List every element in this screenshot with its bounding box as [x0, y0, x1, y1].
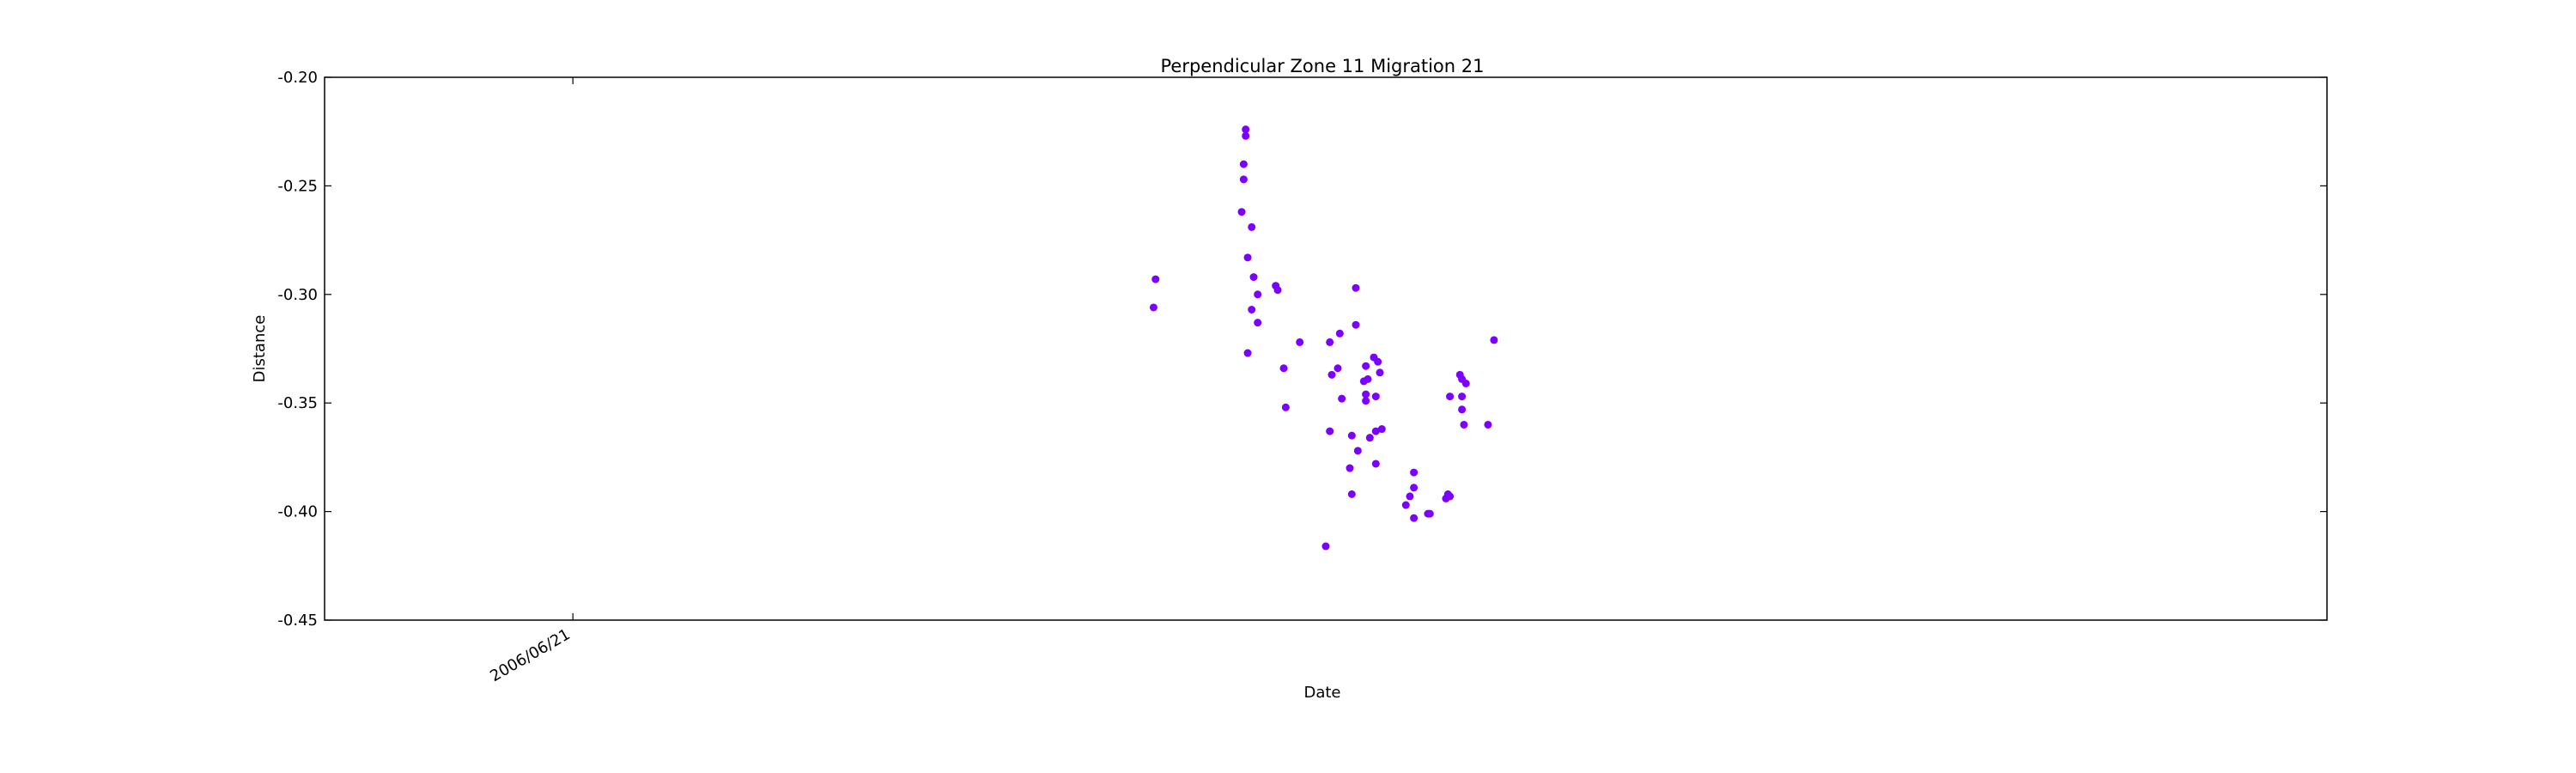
data-point	[1254, 290, 1262, 299]
data-point	[1338, 394, 1346, 403]
x-axis-title: Date	[1303, 684, 1340, 702]
data-point	[1151, 275, 1160, 283]
data-point	[1362, 397, 1370, 405]
data-point	[1353, 447, 1362, 455]
data-point	[1237, 208, 1246, 216]
data-point	[1352, 320, 1360, 329]
data-point	[1248, 305, 1256, 313]
chart-title: Perpendicular Zone 11 Migration 21	[1160, 56, 1484, 76]
data-point	[1335, 329, 1344, 338]
data-point	[1352, 283, 1360, 292]
data-point	[1410, 468, 1419, 477]
data-point	[1374, 357, 1382, 366]
data-point	[1364, 374, 1372, 383]
y-tick-label: -0.45	[277, 612, 318, 630]
data-point	[1326, 427, 1334, 435]
y-tick-label: -0.40	[277, 503, 318, 521]
data-point	[1347, 431, 1356, 440]
y-tick-label: -0.30	[277, 286, 318, 304]
y-tick-label: -0.35	[277, 394, 318, 412]
data-point	[1377, 425, 1386, 434]
data-point	[1458, 405, 1467, 414]
data-point	[1326, 338, 1334, 346]
data-point	[1327, 370, 1336, 379]
data-point	[1281, 403, 1290, 411]
data-point	[1460, 420, 1468, 429]
data-point	[1273, 286, 1282, 295]
data-point	[1362, 390, 1370, 399]
data-point	[1248, 222, 1256, 231]
data-point	[1461, 379, 1470, 387]
data-point	[1279, 364, 1288, 373]
data-point	[1321, 542, 1330, 551]
data-point	[1446, 492, 1455, 501]
data-point	[1346, 464, 1354, 472]
data-point	[1239, 175, 1248, 184]
data-point	[1371, 460, 1380, 468]
data-point	[1249, 273, 1258, 282]
y-axis: -0.20 -0.25 -0.30 -0.35 -0.40 -0.45	[277, 69, 2327, 630]
data-point	[1149, 303, 1157, 312]
data-point	[1371, 393, 1380, 401]
y-tick-label: -0.20	[277, 69, 318, 87]
data-point	[1243, 253, 1252, 262]
data-point	[1296, 338, 1304, 346]
y-axis-title: Distance	[251, 315, 269, 383]
data-point	[1254, 319, 1262, 327]
y-tick-label: -0.25	[277, 177, 318, 195]
data-point	[1371, 427, 1380, 435]
data-point	[1365, 434, 1374, 442]
data-point	[1347, 490, 1356, 498]
data-points	[1149, 125, 1498, 551]
data-point	[1242, 125, 1250, 134]
data-point	[1490, 336, 1498, 344]
data-point	[1239, 160, 1248, 168]
data-point	[1484, 420, 1492, 429]
data-point	[1242, 131, 1250, 140]
data-point	[1362, 362, 1370, 370]
data-point	[1458, 393, 1467, 401]
data-point	[1243, 349, 1252, 357]
x-tick-label: 2006/06/21	[487, 625, 573, 685]
data-point	[1446, 393, 1455, 401]
data-point	[1334, 364, 1342, 373]
data-point	[1410, 514, 1419, 522]
plot-area-frame	[324, 76, 2328, 621]
data-point	[1406, 492, 1414, 501]
data-point	[1376, 368, 1384, 377]
data-point	[1425, 509, 1434, 518]
data-point	[1410, 484, 1419, 492]
data-point	[1401, 501, 1410, 509]
